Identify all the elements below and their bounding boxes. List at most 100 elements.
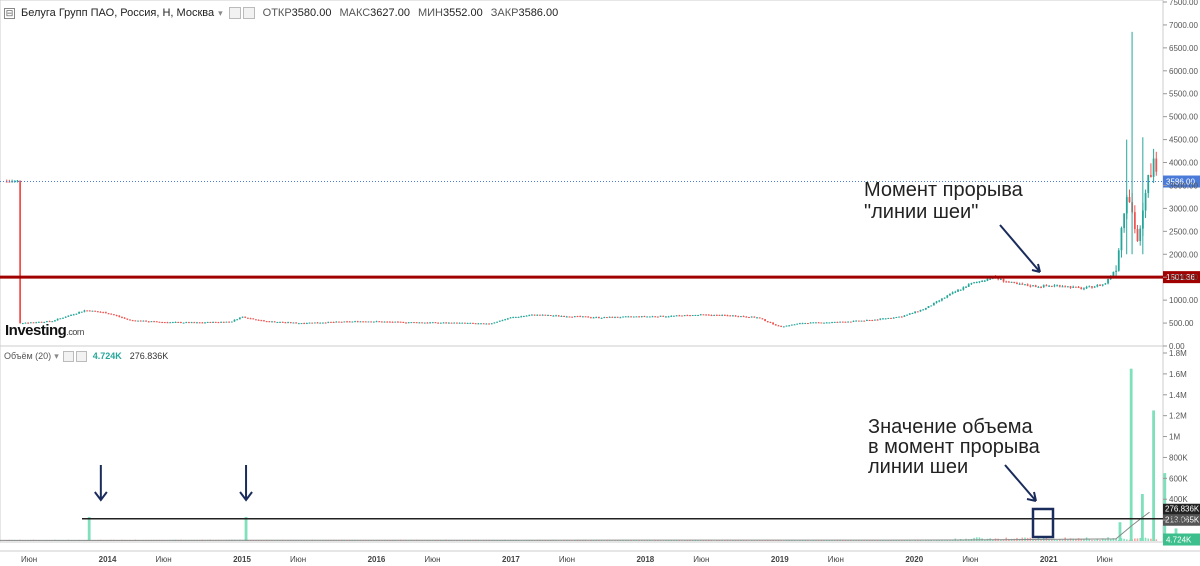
volume-bar (978, 537, 981, 541)
candle-body (102, 312, 105, 314)
candle-body (766, 321, 769, 323)
price-tick-label: 5500.00 (1169, 90, 1198, 99)
candle-body (678, 315, 681, 317)
candle-body (233, 319, 236, 322)
candle-body (975, 281, 978, 283)
volume-bar (1056, 539, 1058, 541)
volume-settings-icon[interactable] (62, 350, 74, 362)
volume-spike-bar (244, 516, 248, 541)
candle-body (654, 316, 657, 318)
volume-bar (718, 540, 721, 541)
candle-body (547, 315, 549, 317)
volume-chevron-down-icon[interactable]: ▾ (54, 350, 59, 361)
candle-body (1005, 281, 1008, 283)
candle-body (241, 316, 244, 318)
volume-bar (1050, 539, 1053, 541)
candle-body (504, 319, 507, 321)
candle-body (906, 314, 908, 316)
price-tick-label: 7500.00 (1169, 0, 1198, 7)
time-tick-label: Июн (1097, 555, 1113, 564)
candle-body (790, 324, 793, 326)
candle-body (48, 321, 51, 323)
volume-bar (1048, 539, 1050, 541)
candle-body (485, 323, 488, 325)
candle-body (533, 314, 536, 316)
current-price-label: 3586.00 (1166, 178, 1195, 187)
candle-body (531, 314, 533, 316)
candle-body (922, 309, 925, 311)
candle-body (946, 295, 949, 298)
candle-body (1101, 284, 1104, 286)
candle-body (522, 316, 525, 318)
candle-body (260, 320, 263, 322)
volume-bar (750, 540, 753, 541)
candle-body (238, 317, 241, 320)
candle-body (426, 322, 429, 324)
settings-icon[interactable] (228, 7, 241, 19)
volume-spike-bar (87, 516, 91, 541)
collapse-icon[interactable]: ⊟ (4, 7, 15, 19)
candle-body (520, 316, 523, 318)
close-icon[interactable] (242, 7, 255, 19)
candle-body (214, 321, 217, 323)
candle-body (263, 320, 265, 322)
volume-bar (855, 540, 857, 541)
volume-bar (1128, 539, 1131, 541)
candle-body (319, 322, 322, 324)
candle-body (171, 322, 174, 324)
volume-close-icon[interactable] (75, 350, 87, 362)
chevron-down-icon[interactable]: ▾ (218, 7, 223, 18)
candle-body (155, 321, 158, 323)
candle-body (1128, 197, 1131, 203)
candle-body (501, 320, 504, 322)
candle-body (978, 281, 981, 283)
price-tick-label: 2500.00 (1169, 227, 1198, 236)
volume-bar (1096, 539, 1099, 541)
candle-body (831, 322, 833, 324)
candle-body (378, 321, 381, 323)
candle-body (1061, 286, 1064, 288)
volume-ma-tag (1163, 503, 1200, 515)
candle-body (718, 314, 721, 316)
candle-body (675, 315, 678, 317)
volume-bar (1002, 539, 1005, 541)
candle-body (603, 317, 606, 319)
candle-body (949, 293, 951, 296)
volume-ma-value: 276.836K (129, 351, 169, 361)
volume-bar (1061, 539, 1064, 541)
candle-body (632, 316, 635, 318)
candle-body (397, 321, 399, 323)
breakout-arrow-head (1031, 263, 1041, 273)
volume-bar (1083, 539, 1085, 541)
volume-bar (925, 540, 927, 541)
low-value: 3552.00 (442, 7, 483, 19)
volume-tick-label: 1.2M (1169, 412, 1187, 421)
candle-body (721, 314, 724, 316)
candle-body (957, 289, 959, 292)
candle-body (777, 325, 780, 327)
volume-bar (788, 540, 790, 541)
candle-body (892, 317, 895, 319)
candle-body (62, 317, 64, 319)
price-tick-label: 500.00 (1169, 319, 1194, 328)
volume-bar (702, 540, 705, 541)
candle-body (568, 316, 571, 318)
candle-body (359, 321, 362, 323)
volume-bar (858, 540, 860, 541)
candle-body (774, 324, 777, 326)
candle-body (271, 321, 273, 323)
volume-bar (890, 540, 892, 541)
candle-body (295, 322, 298, 324)
volume-bar (887, 540, 890, 541)
candle-body (346, 321, 348, 323)
candle-body (313, 322, 316, 324)
volume-annotation-line3: линии шеи (868, 456, 968, 478)
candle-body (782, 326, 785, 328)
chart-header: ⊟ Белуга Групп ПАО, Россия, Н, Москва ▾ … (0, 0, 1160, 26)
candle-body (528, 315, 531, 317)
candle-body (1112, 271, 1115, 276)
candle-body (410, 322, 413, 324)
price-tick-label: 3000.00 (1169, 204, 1198, 213)
volume-bar (654, 540, 656, 541)
